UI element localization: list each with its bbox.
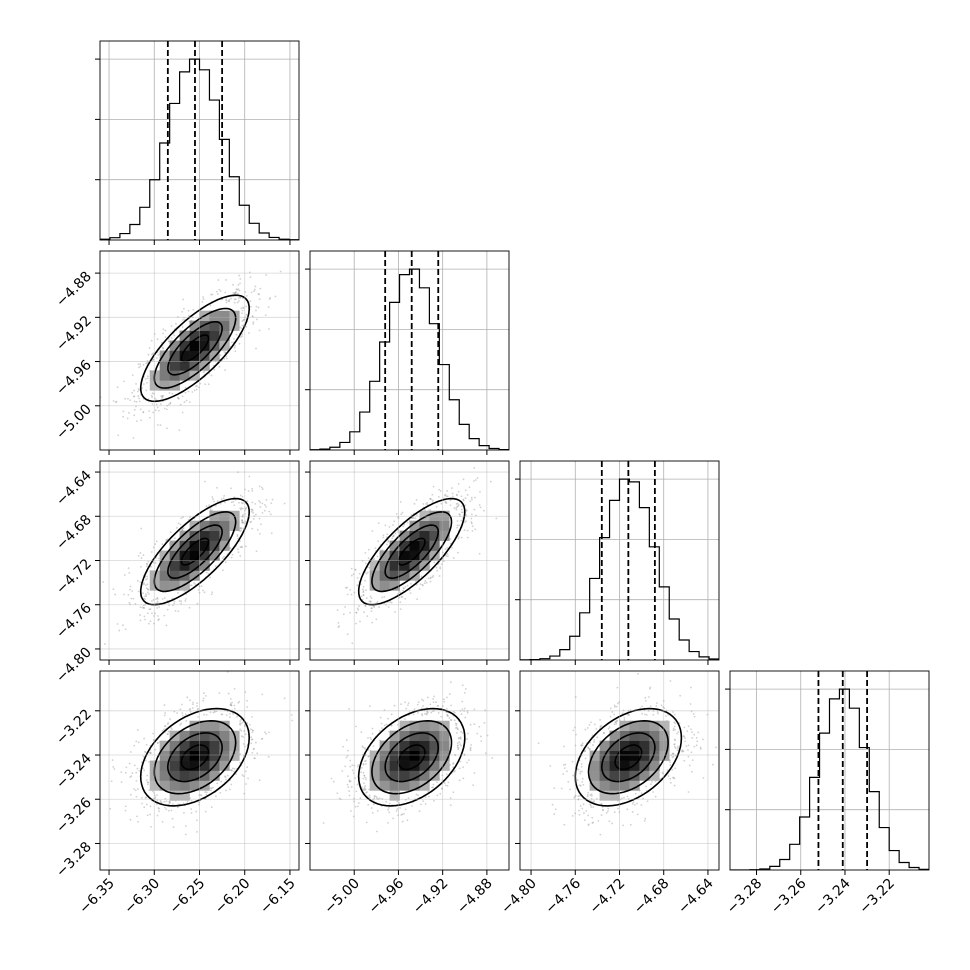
contour-3 [139,294,251,403]
y-tick-label: −3.26 [53,795,95,837]
x-tick-label: −6.15 [257,876,299,918]
x-tick-label: −3.24 [812,875,854,917]
contour-0 [180,537,210,566]
x-tick-label: −4.68 [631,876,673,918]
x-tick-label: −5.00 [321,876,363,918]
y-tick-label: −4.64 [53,468,95,510]
x-tick-label: −4.72 [587,876,629,918]
x-tick-label: −6.20 [212,876,254,918]
y-tick-label: −3.28 [53,839,95,881]
y-tick-label: −5.00 [53,401,95,443]
scatter-panel-2-0: −4.80−4.76−4.72−4.68−4.64 [53,460,300,686]
scatter-points [336,467,498,645]
x-tick-label: −4.92 [410,876,452,918]
contour-3 [139,707,251,807]
y-tick-label: −4.76 [53,600,95,642]
histogram-2 [520,478,719,660]
x-tick-label: −4.76 [542,875,584,917]
y-tick-label: −4.80 [53,644,95,686]
y-tick-label: −4.96 [53,357,95,399]
contour-0 [614,744,643,771]
scatter-panel-3-0: −6.35 −6.30 −6.25 −6.20 −6.15 −3.28−3.26−3.24… [53,670,300,918]
x-tick-label: −4.80 [498,876,540,918]
contour-2 [371,719,453,795]
x-tick-label: −6.35 [76,876,118,918]
contour-1 [166,732,223,783]
hist-panel-2 [515,460,720,665]
y-tick-label: −3.22 [53,706,95,748]
hist-panel-1 [305,250,510,455]
contour-0 [180,744,210,771]
x-tick-label: −4.64 [675,875,717,917]
density-cells [369,720,450,801]
scatter-panel-3-2: −4.80 −4.76 −4.72 −4.68 −4.64 [498,670,720,918]
histogram-1 [310,268,509,450]
y-tick-label: −4.88 [53,269,95,311]
y-tick-label: −4.92 [53,313,95,355]
contour-1 [600,732,656,783]
contour-2 [153,719,237,795]
scatter-panel-3-1: −5.00 −4.96 −4.92 −4.88 [305,670,510,918]
scatter-panel-1-0: −5.00−4.96−4.92−4.88 [53,250,300,455]
y-tick-label: −4.72 [53,556,95,598]
y-tick-label: −4.68 [53,512,95,554]
x-tick-label: −3.26 [768,875,810,917]
contour-3 [357,497,466,606]
contour-3 [357,707,466,807]
scatter-panel-2-1 [305,460,510,665]
x-tick-label: −3.22 [856,876,898,918]
contour-1 [384,524,439,580]
x-tick-label: −6.25 [167,876,209,918]
contour-2 [153,511,237,593]
density-cells [589,720,670,801]
histogram-3 [730,688,929,870]
x-tick-label: −4.88 [454,876,496,918]
histogram-0 [100,58,299,240]
contour-3 [574,707,683,807]
x-tick-label: −3.28 [724,876,766,918]
x-tick-label: −4.96 [366,875,408,917]
contour-1 [384,732,440,783]
contour-0 [180,334,210,363]
x-tick-label: −6.30 [121,876,163,918]
contour-0 [397,744,426,771]
y-tick-label: −3.24 [53,750,95,792]
contour-0 [397,537,426,566]
hist-panel-0 [95,40,300,245]
contour-3 [139,497,251,606]
hist-panel-3: −3.28 −3.26 −3.24 −3.22 [724,670,930,918]
